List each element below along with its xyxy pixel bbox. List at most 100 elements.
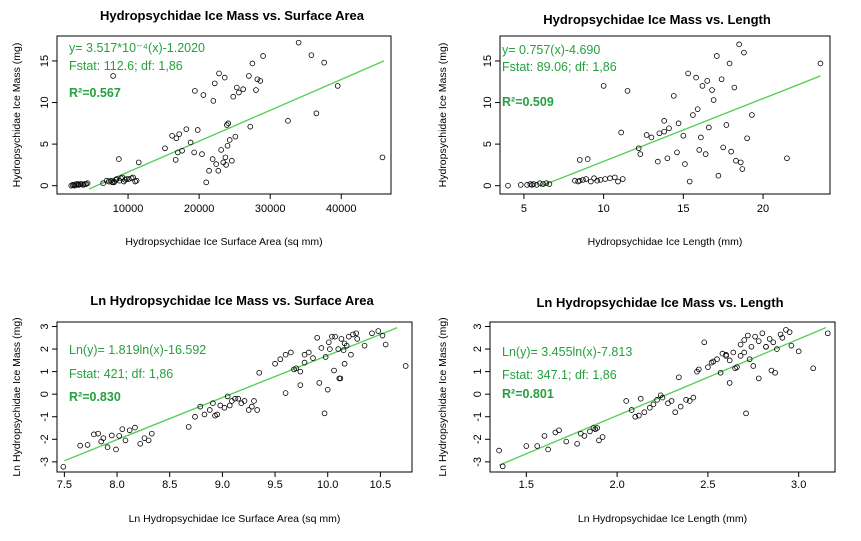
data-point [212, 412, 218, 419]
data-point [523, 443, 530, 449]
data-point [348, 351, 354, 358]
data-point [650, 401, 657, 408]
data-point [301, 351, 308, 358]
data-point [402, 363, 409, 369]
data-point [654, 397, 660, 403]
data-point [369, 330, 375, 337]
y-tick-label: -1 [472, 412, 484, 422]
x-tick-label: 40000 [326, 203, 357, 215]
data-point [282, 351, 289, 358]
data-point [288, 349, 294, 356]
y-tick-label: 10 [39, 96, 51, 108]
data-point [108, 432, 115, 439]
data-point [743, 410, 749, 417]
data-point [641, 409, 648, 416]
data-point [583, 176, 589, 182]
x-tick-label: 8.5 [162, 479, 177, 491]
data-point [375, 328, 382, 334]
data-point [624, 88, 631, 94]
data-point [672, 409, 679, 416]
y-tick-label: 0 [39, 391, 51, 397]
data-point [321, 410, 328, 417]
data-point [260, 53, 266, 59]
data-point [655, 158, 661, 165]
y-axis-label: Hydropsychidae Ice Mass (mg) [11, 43, 23, 188]
data-point [130, 174, 136, 181]
data-point [739, 166, 746, 172]
data-point [232, 395, 238, 402]
annotation-r-squared: R²=0.801 [502, 387, 554, 401]
annotation-fstat: Fstat: 89.06; df: 1,86 [502, 60, 617, 74]
data-point [728, 148, 734, 155]
data-point [694, 368, 700, 375]
data-point [597, 177, 604, 183]
data-point [225, 120, 232, 127]
x-tick-label: 10.5 [370, 479, 391, 491]
x-tick-label: 3.0 [791, 479, 806, 491]
data-point [229, 157, 235, 164]
data-point [810, 365, 817, 372]
data-point [308, 52, 315, 58]
data-point [295, 39, 302, 46]
y-tick-label: 0 [472, 391, 484, 397]
data-point [297, 382, 304, 388]
x-tick-label: 5 [521, 203, 527, 215]
data-point [128, 175, 135, 182]
data-point [209, 156, 216, 162]
y-tick-label: 5 [482, 141, 494, 147]
y-tick-label: -1 [39, 412, 51, 422]
data-point [643, 132, 650, 138]
data-point [588, 178, 594, 185]
data-point [291, 366, 297, 373]
data-point [572, 177, 578, 184]
data-point [699, 83, 706, 89]
data-point [726, 357, 733, 364]
data-point [749, 112, 755, 118]
annotation-fstat: Fstat: 421; df: 1,86 [69, 367, 173, 381]
data-point [759, 330, 766, 337]
data-point [779, 334, 786, 341]
data-point [145, 437, 152, 444]
data-point [543, 180, 550, 186]
data-point [726, 380, 733, 386]
data-point [91, 431, 97, 438]
data-point [723, 122, 730, 128]
data-point [379, 332, 386, 339]
data-point [731, 84, 738, 91]
data-point [786, 329, 793, 335]
data-point [505, 182, 511, 189]
data-point [788, 342, 795, 349]
data-point [766, 336, 773, 342]
data-point [236, 89, 242, 96]
data-point [76, 182, 82, 188]
data-point [648, 134, 655, 141]
y-tick-label: -2 [39, 434, 51, 444]
data-point [77, 442, 83, 449]
data-point [224, 122, 230, 128]
data-point [224, 393, 231, 400]
data-point [704, 78, 711, 84]
data-point [216, 70, 222, 77]
data-point [546, 181, 553, 187]
data-point [748, 344, 755, 350]
data-point [661, 128, 668, 135]
data-point [197, 403, 204, 410]
x-tick-label: 8.0 [109, 479, 124, 491]
data-point [517, 182, 524, 188]
data-point [702, 151, 709, 157]
data-point [563, 438, 570, 445]
data-point [545, 446, 551, 453]
data-point [668, 398, 675, 404]
data-point [318, 345, 325, 351]
data-point [611, 174, 618, 181]
data-point [206, 167, 212, 174]
data-point [657, 392, 664, 399]
data-point [316, 380, 323, 386]
data-point [637, 395, 644, 402]
data-point [618, 129, 624, 136]
data-point [192, 413, 198, 420]
data-point [698, 134, 704, 141]
data-point [574, 441, 580, 447]
data-point [741, 349, 748, 356]
x-tick-label: 30000 [255, 203, 286, 215]
